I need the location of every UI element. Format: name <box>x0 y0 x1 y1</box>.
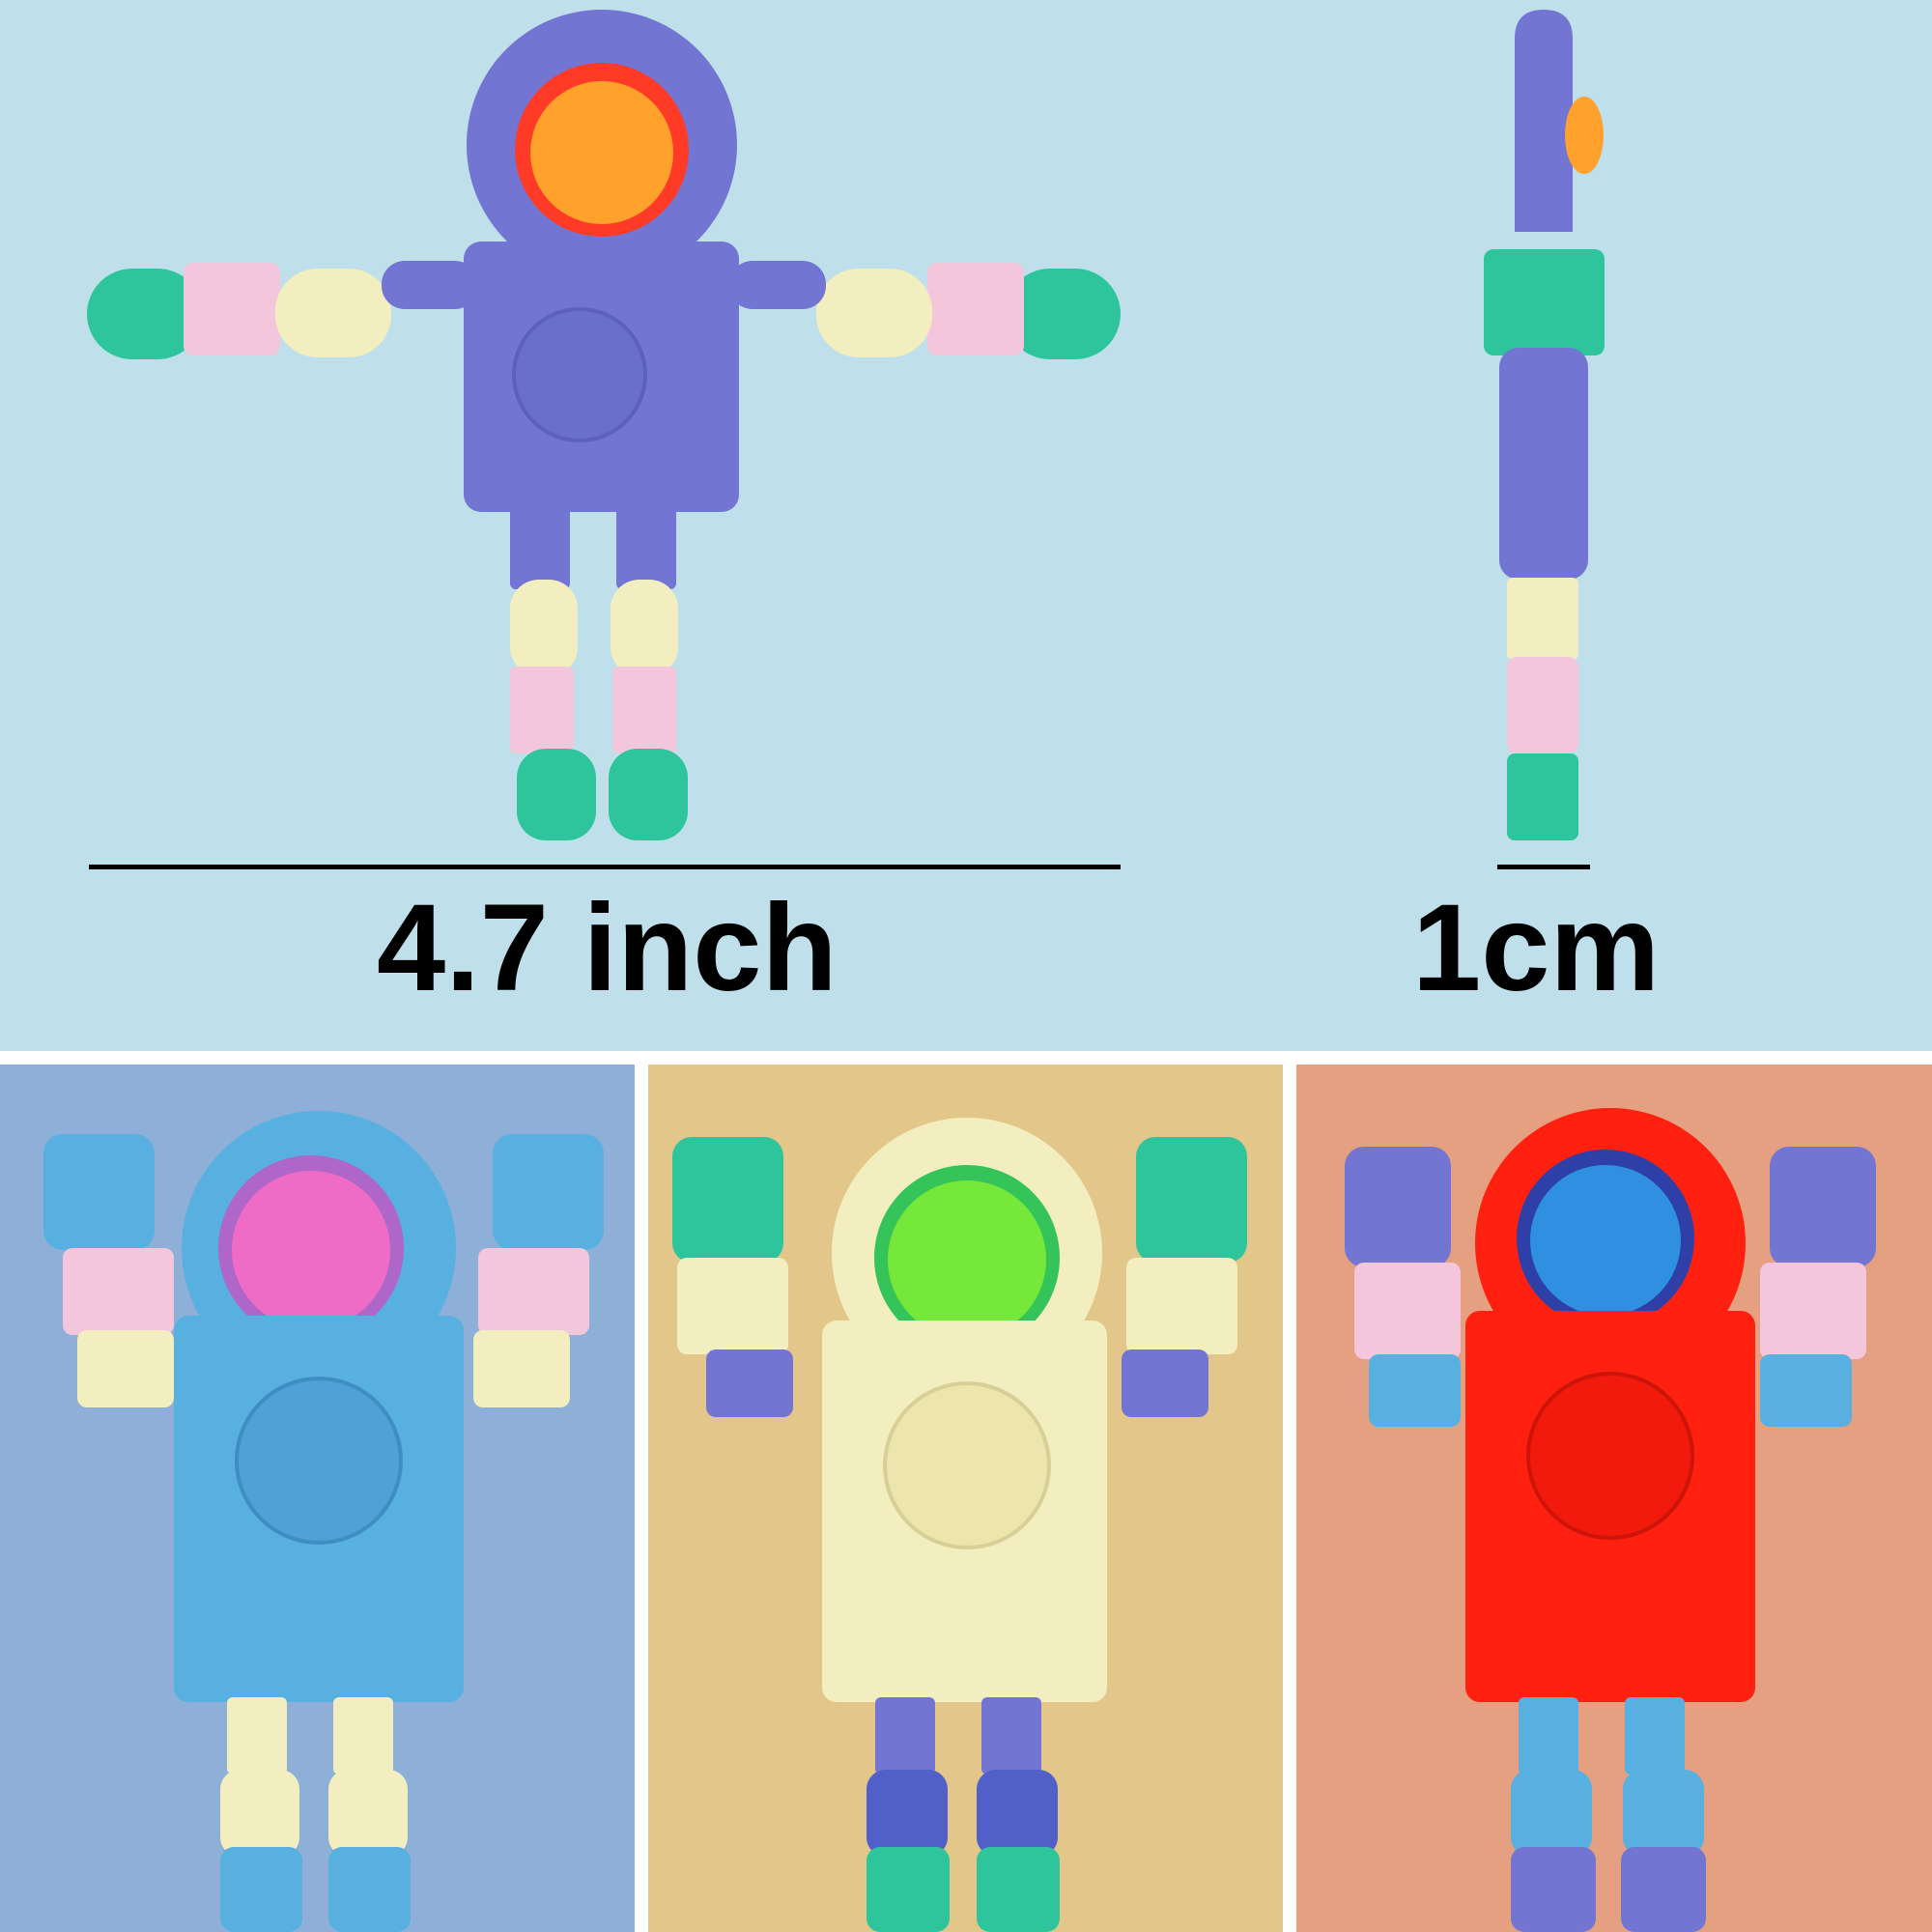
top-panel: 4.7 inch 1cm <box>0 0 1932 1051</box>
red-variant-panel <box>1296 1065 1932 1932</box>
thickness-measure-line <box>1497 865 1590 869</box>
purple-robot-toy-front <box>87 10 1121 840</box>
purple-robot-toy-side <box>1484 10 1605 840</box>
width-measure-label: 4.7 inch <box>377 879 838 1017</box>
blue-robot-toy <box>43 1111 604 1932</box>
blue-variant-panel <box>0 1065 635 1932</box>
thickness-measure-label: 1cm <box>1412 879 1661 1017</box>
red-robot-toy <box>1345 1108 1876 1932</box>
width-measure-line <box>89 865 1121 869</box>
yellow-robot-toy <box>672 1118 1247 1932</box>
yellow-variant-panel <box>648 1065 1283 1932</box>
